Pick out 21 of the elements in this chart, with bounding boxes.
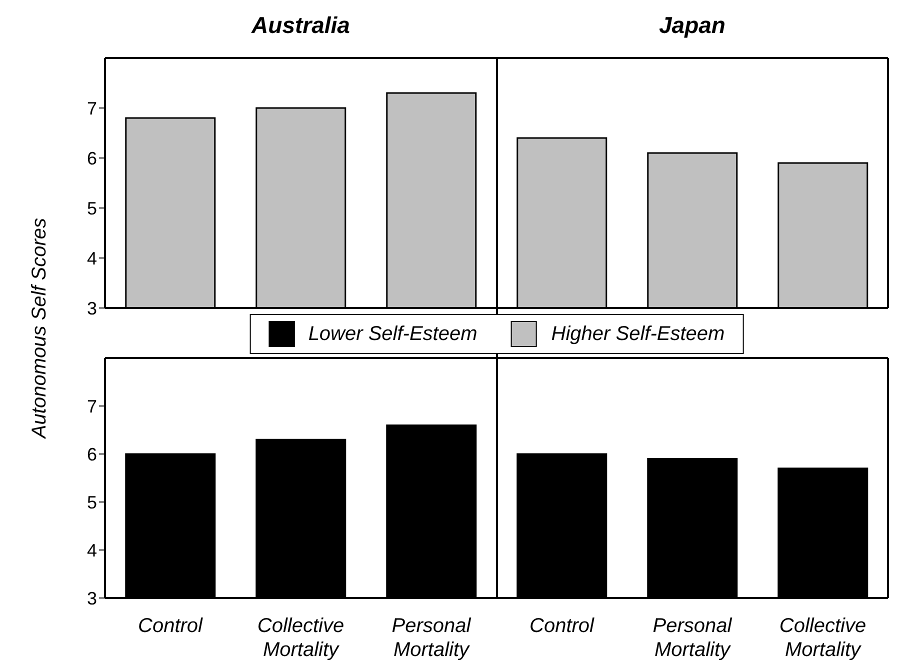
- x-tick-label: Control: [138, 615, 204, 637]
- y-tick-label: 5: [86, 198, 97, 218]
- legend-label: Lower Self-Esteem: [308, 322, 478, 346]
- y-tick-label: 3: [86, 588, 97, 608]
- x-tick-label: Personal Mortality: [392, 615, 472, 660]
- text: Japan: [658, 12, 726, 39]
- x-tick-label: Collective Mortality: [779, 615, 866, 660]
- x-tick-label: Control: [530, 615, 595, 637]
- y-axis-title: Autonomous Self Scores: [28, 218, 52, 438]
- legend-label: Higher Self-Esteem: [551, 322, 725, 346]
- y-tick-label: 4: [86, 248, 97, 268]
- y-tick-label: 6: [86, 148, 97, 168]
- x-tick-label: Collective Mortality: [257, 615, 344, 660]
- y-tick-label: 4: [86, 540, 97, 560]
- y-tick-label: 7: [86, 98, 97, 118]
- x-tick-label: Personal Mortality: [652, 615, 732, 660]
- y-tick-label: 6: [86, 444, 97, 464]
- y-tick-label: 5: [86, 492, 97, 512]
- y-tick-label: 3: [86, 298, 97, 318]
- text: Australia: [250, 12, 351, 39]
- y-tick-label: 7: [86, 396, 97, 416]
